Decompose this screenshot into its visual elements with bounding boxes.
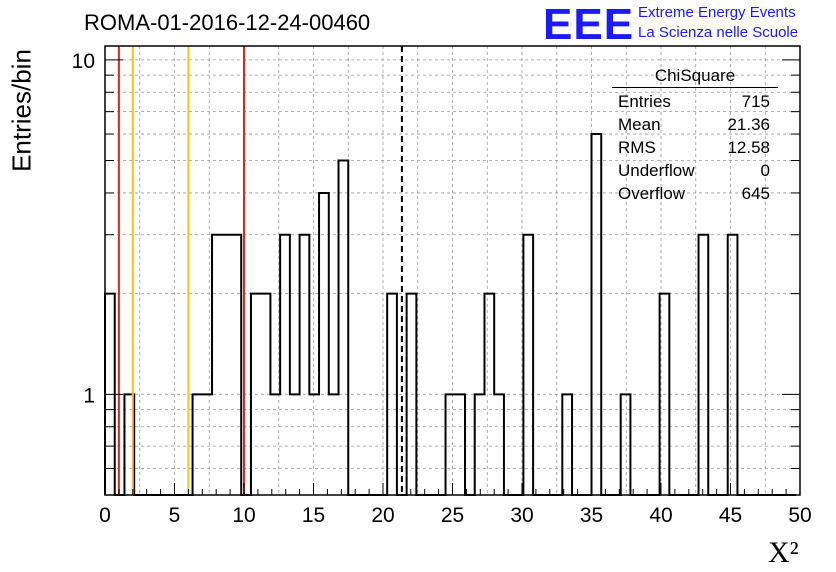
- stats-box: ChiSquare Entries 715 Mean 21.36 RMS 12.58 …: [612, 66, 778, 205]
- x-tick-label: 20: [371, 504, 394, 527]
- stats-value: 0: [760, 161, 770, 180]
- stats-value: 715: [741, 92, 770, 111]
- x-tick-label: 5: [169, 504, 181, 527]
- stats-row: Overflow 645: [612, 182, 778, 205]
- y-tick-labels: 1 10: [72, 50, 95, 407]
- stats-title: ChiSquare: [612, 66, 778, 88]
- y-tick-label: 1: [83, 384, 95, 407]
- histogram-bar: [728, 235, 738, 495]
- x-tick-label: 50: [788, 504, 811, 527]
- x-tick-labels: 0 5 10 15 20 25 30 35 40 45 50: [99, 504, 812, 527]
- chart-title: ROMA-01-2016-12-24-00460: [84, 10, 371, 35]
- histogram-bar: [212, 235, 222, 495]
- histogram-bar: [231, 235, 241, 495]
- histogram-bar: [699, 235, 709, 495]
- logo-line-2: La Scienza nelle Scuole: [638, 24, 799, 41]
- histogram-bar: [592, 134, 602, 495]
- x-tick-label: 45: [719, 504, 742, 527]
- eee-logo-icon: EEE: [543, 0, 635, 49]
- x-tick-label: 40: [649, 504, 672, 527]
- histogram-bar: [319, 193, 329, 495]
- histogram-bar: [339, 161, 349, 495]
- stats-row: Mean 21.36: [612, 113, 778, 136]
- stats-row: RMS 12.58: [612, 136, 778, 159]
- stats-label: RMS: [618, 138, 656, 157]
- stats-value: 12.58: [727, 138, 770, 157]
- stats-label: Mean: [618, 115, 661, 134]
- x-tick-label: 25: [441, 504, 464, 527]
- axis-ticks: [104, 59, 801, 495]
- y-tick-label: 10: [72, 50, 95, 73]
- logo-line-1: Extreme Energy Events: [638, 4, 796, 21]
- y-axis-label: Entries/bin: [6, 49, 37, 172]
- marker-lines: [117, 46, 403, 495]
- histogram-bar: [280, 235, 290, 495]
- stats-value: 645: [741, 184, 770, 203]
- x-tick-label: 10: [232, 504, 255, 527]
- histogram-bar: [523, 235, 533, 495]
- stats-label: Overflow: [618, 184, 686, 203]
- histogram-bar: [222, 235, 232, 495]
- stats-label: Underflow: [618, 161, 695, 180]
- stats-label: Entries: [618, 92, 671, 111]
- x-tick-label: 30: [510, 504, 533, 527]
- stats-row: Underflow 0: [612, 159, 778, 182]
- stats-row: Entries 715: [612, 90, 778, 113]
- x-tick-label: 0: [99, 504, 111, 527]
- histogram-bar: [300, 235, 310, 495]
- stats-value: 21.36: [727, 115, 770, 134]
- x-tick-label: 35: [580, 504, 603, 527]
- x-axis-label: X²: [768, 536, 799, 569]
- x-tick-label: 15: [302, 504, 325, 527]
